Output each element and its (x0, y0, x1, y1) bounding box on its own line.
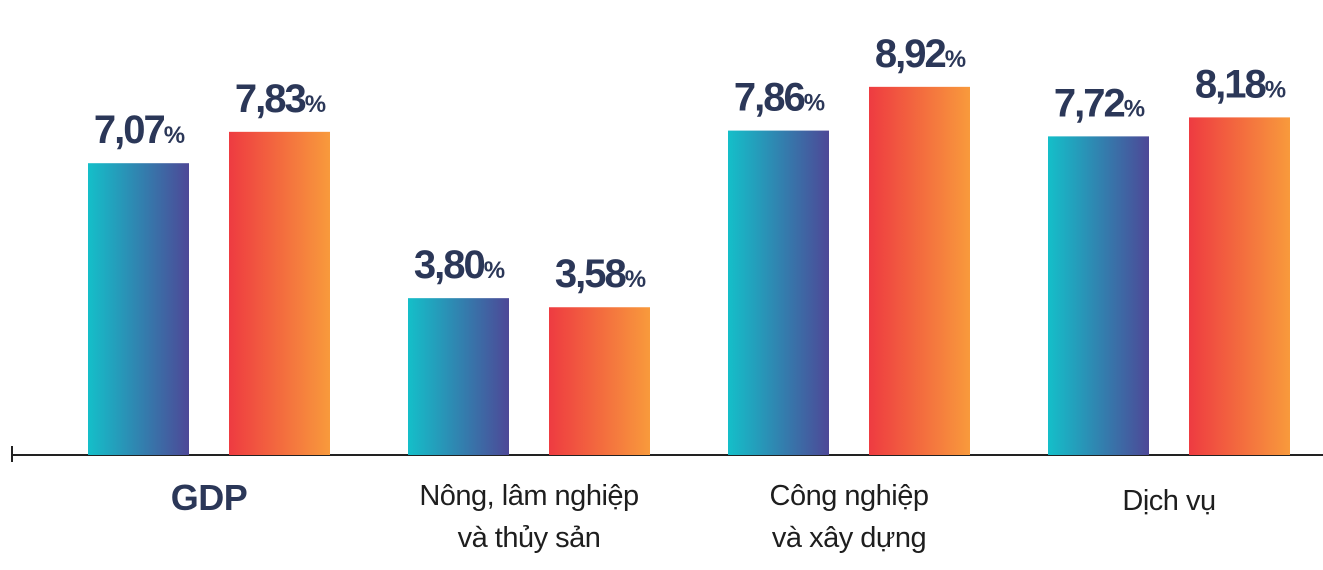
x-tick-label: Dịch vụ (1122, 485, 1215, 517)
value-label: 7,07% (94, 108, 185, 152)
value-label: 8,18% (1195, 62, 1286, 106)
bar (869, 86, 970, 455)
x-tick-label: GDP (171, 477, 248, 518)
value-label: 7,83% (235, 77, 326, 121)
value-label: 8,92% (875, 32, 966, 76)
bar (229, 131, 330, 456)
bar (408, 298, 509, 455)
bar (1048, 136, 1149, 455)
bar (549, 307, 650, 455)
value-label: 3,58% (555, 252, 646, 296)
x-tick-label: Công nghiệp và xây dựng (770, 480, 929, 554)
bar (88, 163, 189, 455)
value-label: 3,80% (414, 243, 505, 287)
value-label: 7,86% (734, 76, 825, 120)
bar (1189, 117, 1290, 455)
bar (728, 130, 829, 455)
x-tick-label: Nông, lâm nghiệp và thủy sản (419, 480, 638, 554)
value-label: 7,72% (1054, 81, 1145, 125)
